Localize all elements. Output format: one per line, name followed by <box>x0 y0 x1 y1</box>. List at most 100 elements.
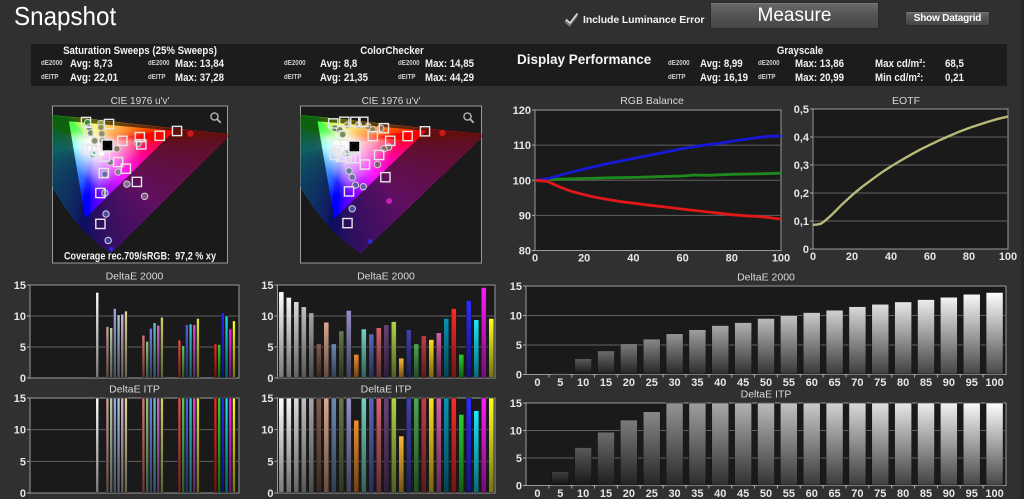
svg-text:0,5: 0,5 <box>794 104 809 116</box>
svg-text:40: 40 <box>714 488 726 499</box>
svg-text:0: 0 <box>803 244 809 256</box>
svg-text:0,4: 0,4 <box>794 132 810 144</box>
svg-text:25: 25 <box>646 488 658 499</box>
svg-text:90: 90 <box>519 210 531 222</box>
svg-text:5: 5 <box>20 342 26 354</box>
svg-text:25: 25 <box>646 377 658 389</box>
svg-text:120: 120 <box>513 105 531 117</box>
svg-text:0: 0 <box>532 253 538 265</box>
svg-text:100: 100 <box>513 175 531 187</box>
svg-text:0: 0 <box>516 481 522 493</box>
svg-text:50: 50 <box>760 488 772 499</box>
svg-text:80: 80 <box>519 246 531 258</box>
svg-text:85: 85 <box>920 488 932 499</box>
svg-text:100: 100 <box>772 253 790 265</box>
svg-text:80: 80 <box>897 377 909 389</box>
svg-text:60: 60 <box>676 253 688 265</box>
svg-text:75: 75 <box>874 377 886 389</box>
svg-text:55: 55 <box>783 377 795 389</box>
svg-text:0,2: 0,2 <box>794 188 809 200</box>
svg-text:100: 100 <box>985 488 1003 499</box>
svg-text:0: 0 <box>20 373 26 385</box>
svg-text:0: 0 <box>20 488 26 499</box>
svg-text:15: 15 <box>14 280 26 292</box>
svg-text:45: 45 <box>737 377 749 389</box>
svg-text:15: 15 <box>600 377 612 389</box>
svg-text:65: 65 <box>828 377 840 389</box>
svg-text:5: 5 <box>557 488 563 499</box>
svg-text:0: 0 <box>516 370 522 382</box>
svg-text:DeltaE ITP: DeltaE ITP <box>361 384 412 396</box>
svg-text:5: 5 <box>557 377 563 389</box>
svg-text:35: 35 <box>691 377 703 389</box>
svg-text:5: 5 <box>267 456 273 468</box>
svg-text:100: 100 <box>985 377 1003 389</box>
svg-text:15: 15 <box>510 398 522 410</box>
svg-text:60: 60 <box>806 377 818 389</box>
svg-text:95: 95 <box>966 488 978 499</box>
svg-text:CIE 1976 u'v': CIE 1976 u'v' <box>362 96 421 107</box>
svg-text:110: 110 <box>513 140 531 152</box>
svg-text:60: 60 <box>806 488 818 499</box>
svg-text:50: 50 <box>760 377 772 389</box>
svg-text:20: 20 <box>623 377 635 389</box>
svg-text:0: 0 <box>267 373 273 385</box>
svg-text:5: 5 <box>516 453 522 465</box>
svg-text:DeltaE 2000: DeltaE 2000 <box>106 271 164 283</box>
svg-text:40: 40 <box>885 251 897 263</box>
svg-text:80: 80 <box>897 488 909 499</box>
svg-text:15: 15 <box>600 488 612 499</box>
svg-text:30: 30 <box>668 488 680 499</box>
svg-text:60: 60 <box>924 251 936 263</box>
svg-text:Coverage rec.709/sRGB: 97,2 %: Coverage rec.709/sRGB: 97,2 % xy <box>64 251 217 263</box>
svg-text:0,1: 0,1 <box>794 216 809 228</box>
svg-text:40: 40 <box>627 253 639 265</box>
svg-text:100: 100 <box>999 251 1017 263</box>
svg-text:15: 15 <box>14 393 26 405</box>
svg-text:20: 20 <box>846 251 858 263</box>
svg-text:75: 75 <box>874 488 886 499</box>
svg-text:5: 5 <box>20 456 26 468</box>
svg-text:0: 0 <box>267 488 273 499</box>
svg-text:15: 15 <box>261 393 273 405</box>
svg-text:70: 70 <box>851 377 863 389</box>
svg-text:10: 10 <box>510 311 522 323</box>
svg-text:15: 15 <box>261 280 273 292</box>
svg-text:80: 80 <box>726 253 738 265</box>
svg-text:20: 20 <box>578 253 590 265</box>
svg-text:10: 10 <box>261 311 273 323</box>
svg-text:70: 70 <box>851 488 863 499</box>
svg-text:10: 10 <box>577 377 589 389</box>
svg-text:EOTF: EOTF <box>892 95 920 107</box>
svg-text:DeltaE ITP: DeltaE ITP <box>109 384 160 396</box>
svg-text:0: 0 <box>534 488 540 499</box>
svg-text:10: 10 <box>577 488 589 499</box>
svg-text:DeltaE ITP: DeltaE ITP <box>741 389 792 401</box>
svg-text:RGB Balance: RGB Balance <box>620 95 684 107</box>
svg-text:5: 5 <box>267 342 273 354</box>
svg-text:45: 45 <box>737 488 749 499</box>
svg-text:65: 65 <box>828 488 840 499</box>
svg-text:20: 20 <box>623 488 635 499</box>
svg-text:15: 15 <box>510 281 522 293</box>
svg-text:10: 10 <box>14 425 26 437</box>
svg-text:90: 90 <box>943 377 955 389</box>
svg-text:0: 0 <box>534 377 540 389</box>
svg-text:5: 5 <box>516 340 522 352</box>
svg-text:90: 90 <box>943 488 955 499</box>
svg-text:80: 80 <box>963 251 975 263</box>
svg-text:35: 35 <box>691 488 703 499</box>
svg-text:85: 85 <box>920 377 932 389</box>
svg-text:10: 10 <box>261 425 273 437</box>
svg-text:55: 55 <box>783 488 795 499</box>
svg-text:DeltaE 2000: DeltaE 2000 <box>357 271 415 283</box>
svg-text:30: 30 <box>668 377 680 389</box>
svg-text:DeltaE 2000: DeltaE 2000 <box>737 272 795 284</box>
svg-text:95: 95 <box>966 377 978 389</box>
svg-text:CIE 1976 u'v': CIE 1976 u'v' <box>111 96 170 107</box>
svg-text:0,3: 0,3 <box>794 160 809 172</box>
svg-text:0: 0 <box>810 251 816 263</box>
svg-text:10: 10 <box>510 426 522 438</box>
svg-text:10: 10 <box>14 311 26 323</box>
svg-text:40: 40 <box>714 377 726 389</box>
